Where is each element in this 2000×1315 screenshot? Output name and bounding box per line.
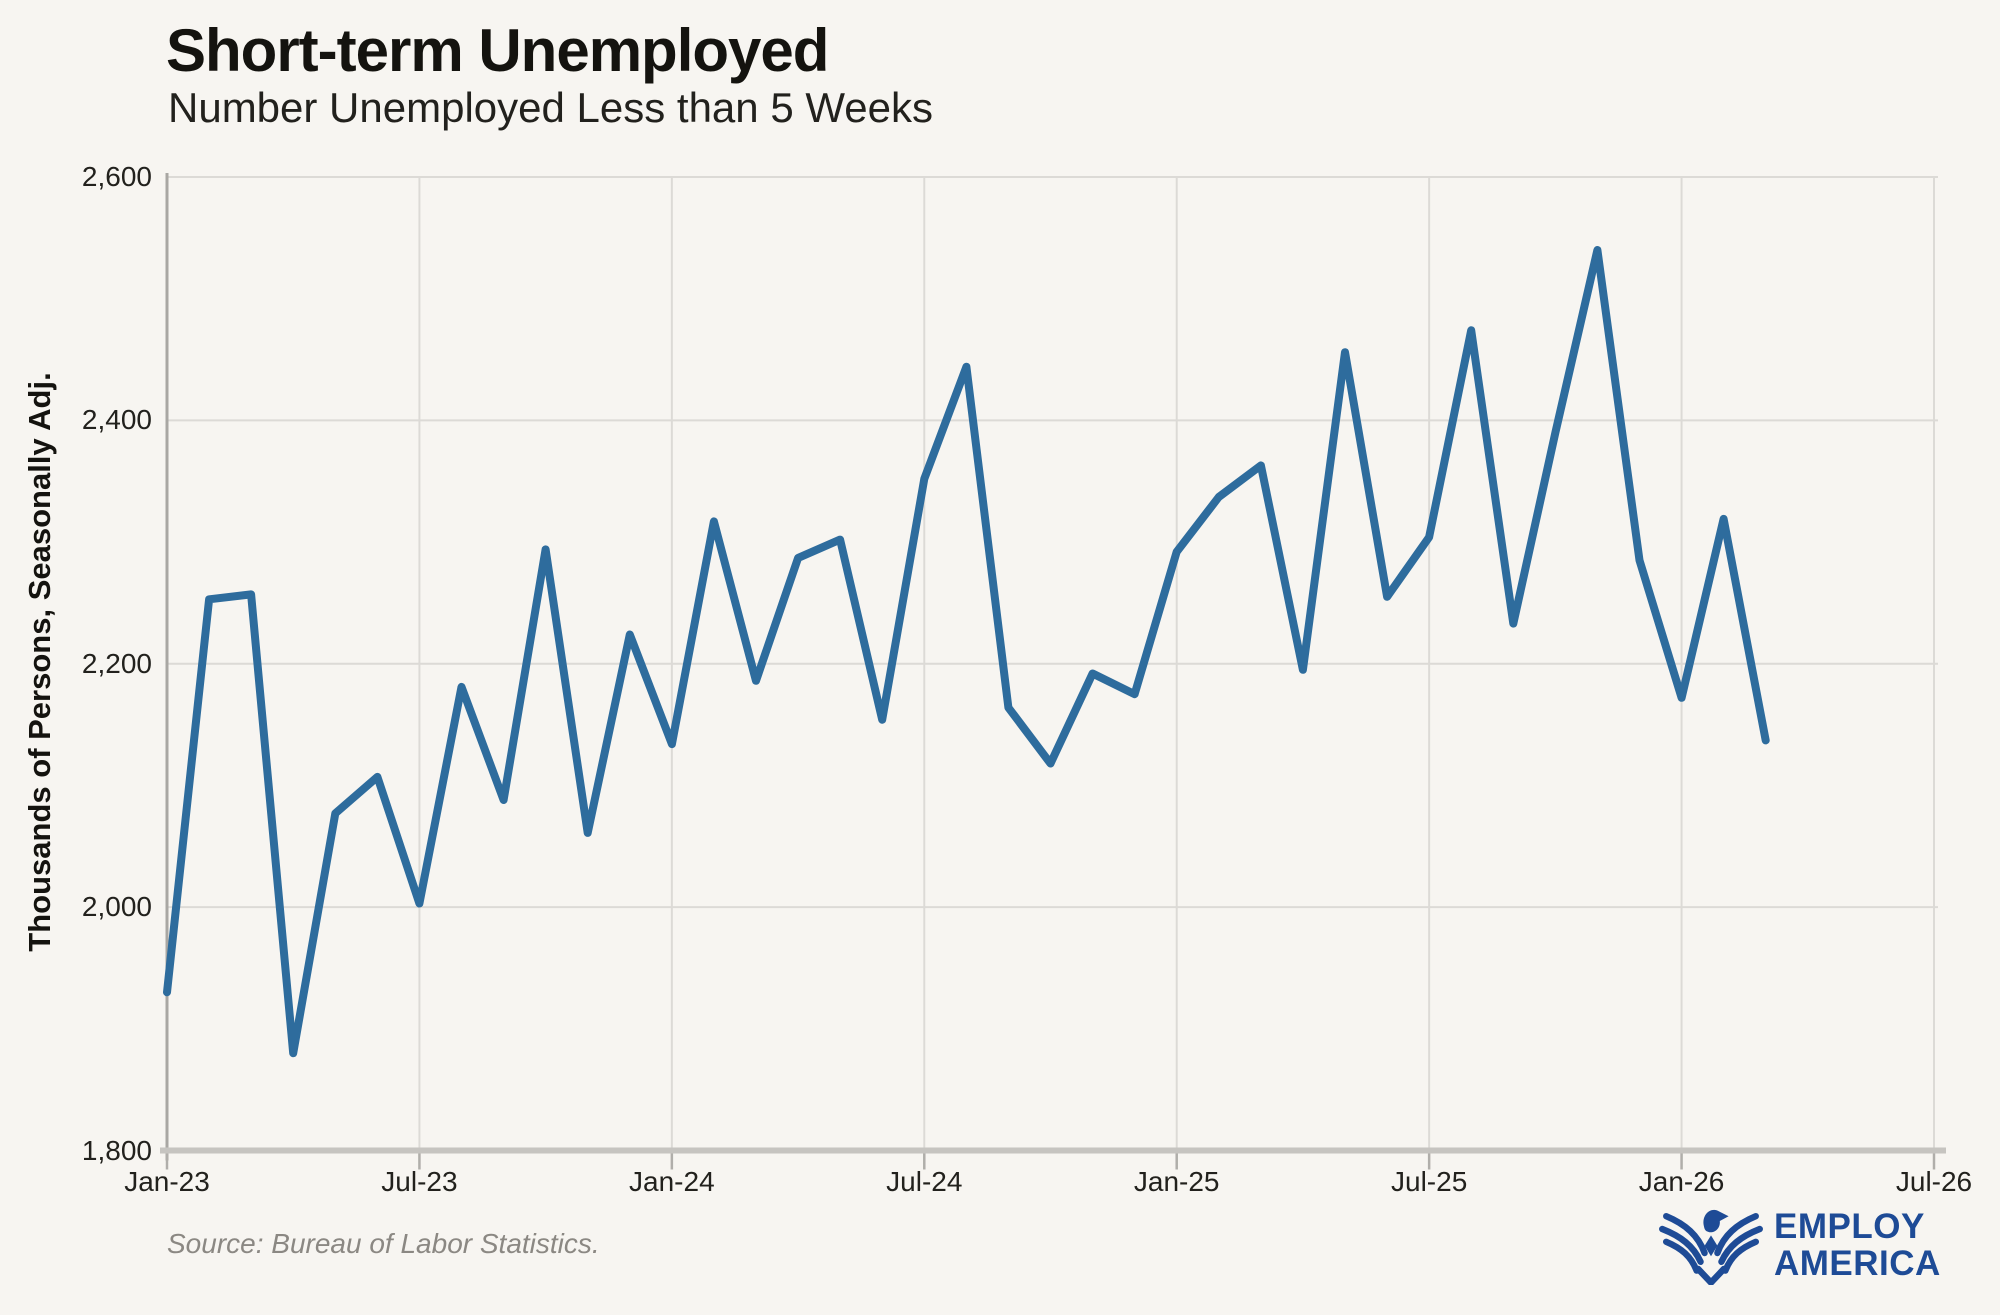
eagle-icon: [1659, 1209, 1763, 1285]
x-tick-label: Jul-26: [1895, 1166, 1973, 1197]
employ-america-logo: EMPLOY AMERICA: [1658, 1205, 1941, 1285]
logo-wordmark: EMPLOY AMERICA: [1774, 1208, 1941, 1282]
logo-line-1: EMPLOY: [1774, 1206, 1925, 1246]
x-tick-label: Jul-25: [1391, 1166, 1468, 1197]
x-tick-label: Jul-24: [886, 1166, 963, 1197]
x-tick-label: Jul-23: [381, 1166, 458, 1197]
x-tick-label: Jan-25: [1133, 1166, 1220, 1197]
chart-title: Short-term Unemployed: [166, 17, 829, 84]
y-tick-label: 2,400: [81, 404, 152, 436]
x-tick-label: Jan-23: [124, 1166, 210, 1197]
x-tick-label: Jan-26: [1638, 1166, 1725, 1197]
y-tick-label: 2,600: [81, 161, 152, 192]
chart-subtitle: Number Unemployed Less than 5 Weeks: [168, 84, 933, 131]
y-tick-label: 2,000: [81, 891, 152, 923]
source-note: Source: Bureau of Labor Statistics.: [167, 1228, 600, 1259]
x-tick-label: Jan-24: [629, 1166, 715, 1197]
y-tick-label: 2,200: [81, 647, 152, 679]
logo-line-2: AMERICA: [1774, 1244, 1941, 1283]
unemployment-line: [163, 246, 1770, 1058]
y-tick-label: 1,800: [81, 1134, 152, 1166]
